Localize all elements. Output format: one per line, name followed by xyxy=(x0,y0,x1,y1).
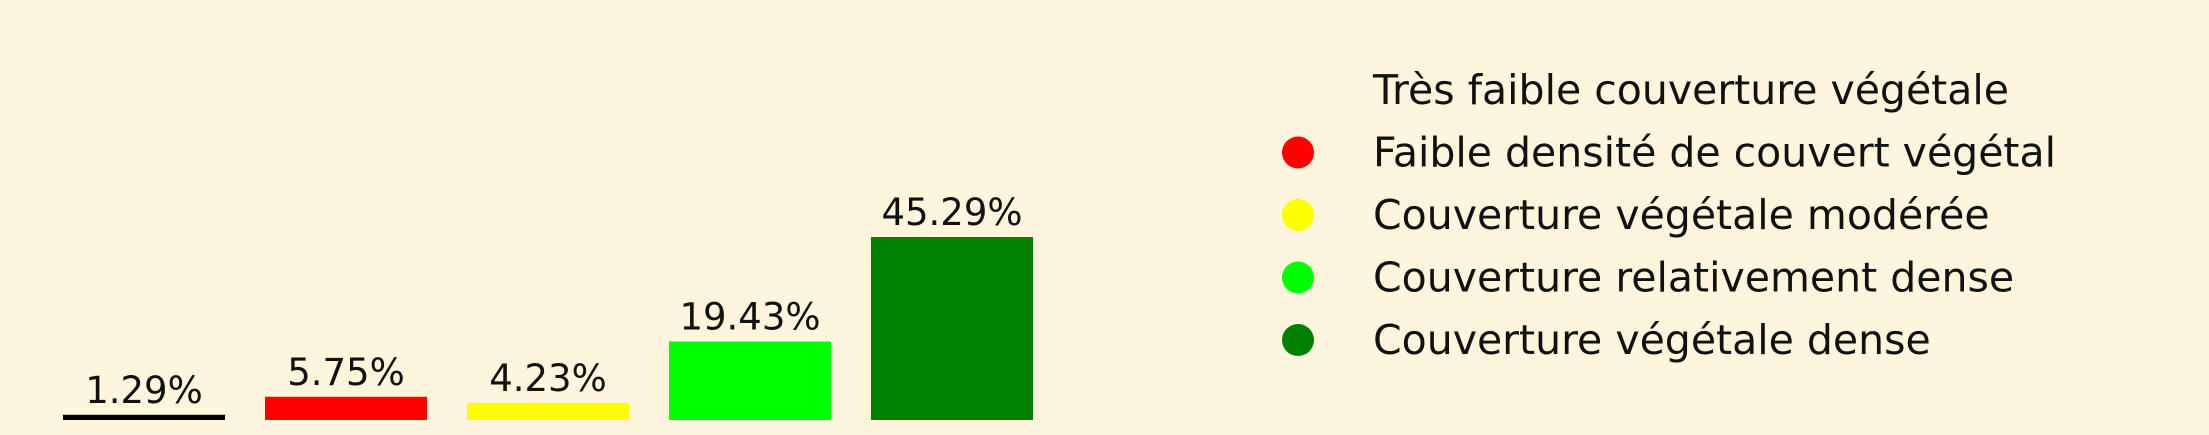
bar-value-label-1: 1.29% xyxy=(85,369,203,412)
legend-marker-2 xyxy=(1282,136,1314,169)
legend-label-1: Très faible couverture végétale xyxy=(1372,66,2009,114)
bar-value-label-5: 45.29% xyxy=(881,191,1022,234)
legend-label-5: Couverture végétale dense xyxy=(1373,316,1931,364)
bar-5 xyxy=(871,237,1033,420)
bar-value-labels: 1.29% 5.75% 4.23% 19.43% 45.29% xyxy=(85,191,1022,412)
bars-group xyxy=(63,237,1033,420)
legend-marker-5 xyxy=(1282,324,1314,356)
bar-3 xyxy=(467,402,629,420)
bar-value-label-4: 19.43% xyxy=(679,295,820,338)
bar-value-label-2: 5.75% xyxy=(287,351,405,394)
legend-marker-4 xyxy=(1282,261,1314,294)
legend-label-4: Couverture relativement dense xyxy=(1373,254,2014,302)
bar-2 xyxy=(265,396,427,420)
bar-value-label-3: 4.23% xyxy=(489,357,607,400)
legend-label-2: Faible densité de couvert végétal xyxy=(1373,129,2056,177)
bar-1 xyxy=(63,414,225,420)
legend-label-3: Couverture végétale modérée xyxy=(1373,191,1990,239)
legend-marker-3 xyxy=(1282,199,1314,231)
legend: Très faible couverture végétale Faible de… xyxy=(1282,66,2056,364)
bar-4 xyxy=(669,341,831,420)
